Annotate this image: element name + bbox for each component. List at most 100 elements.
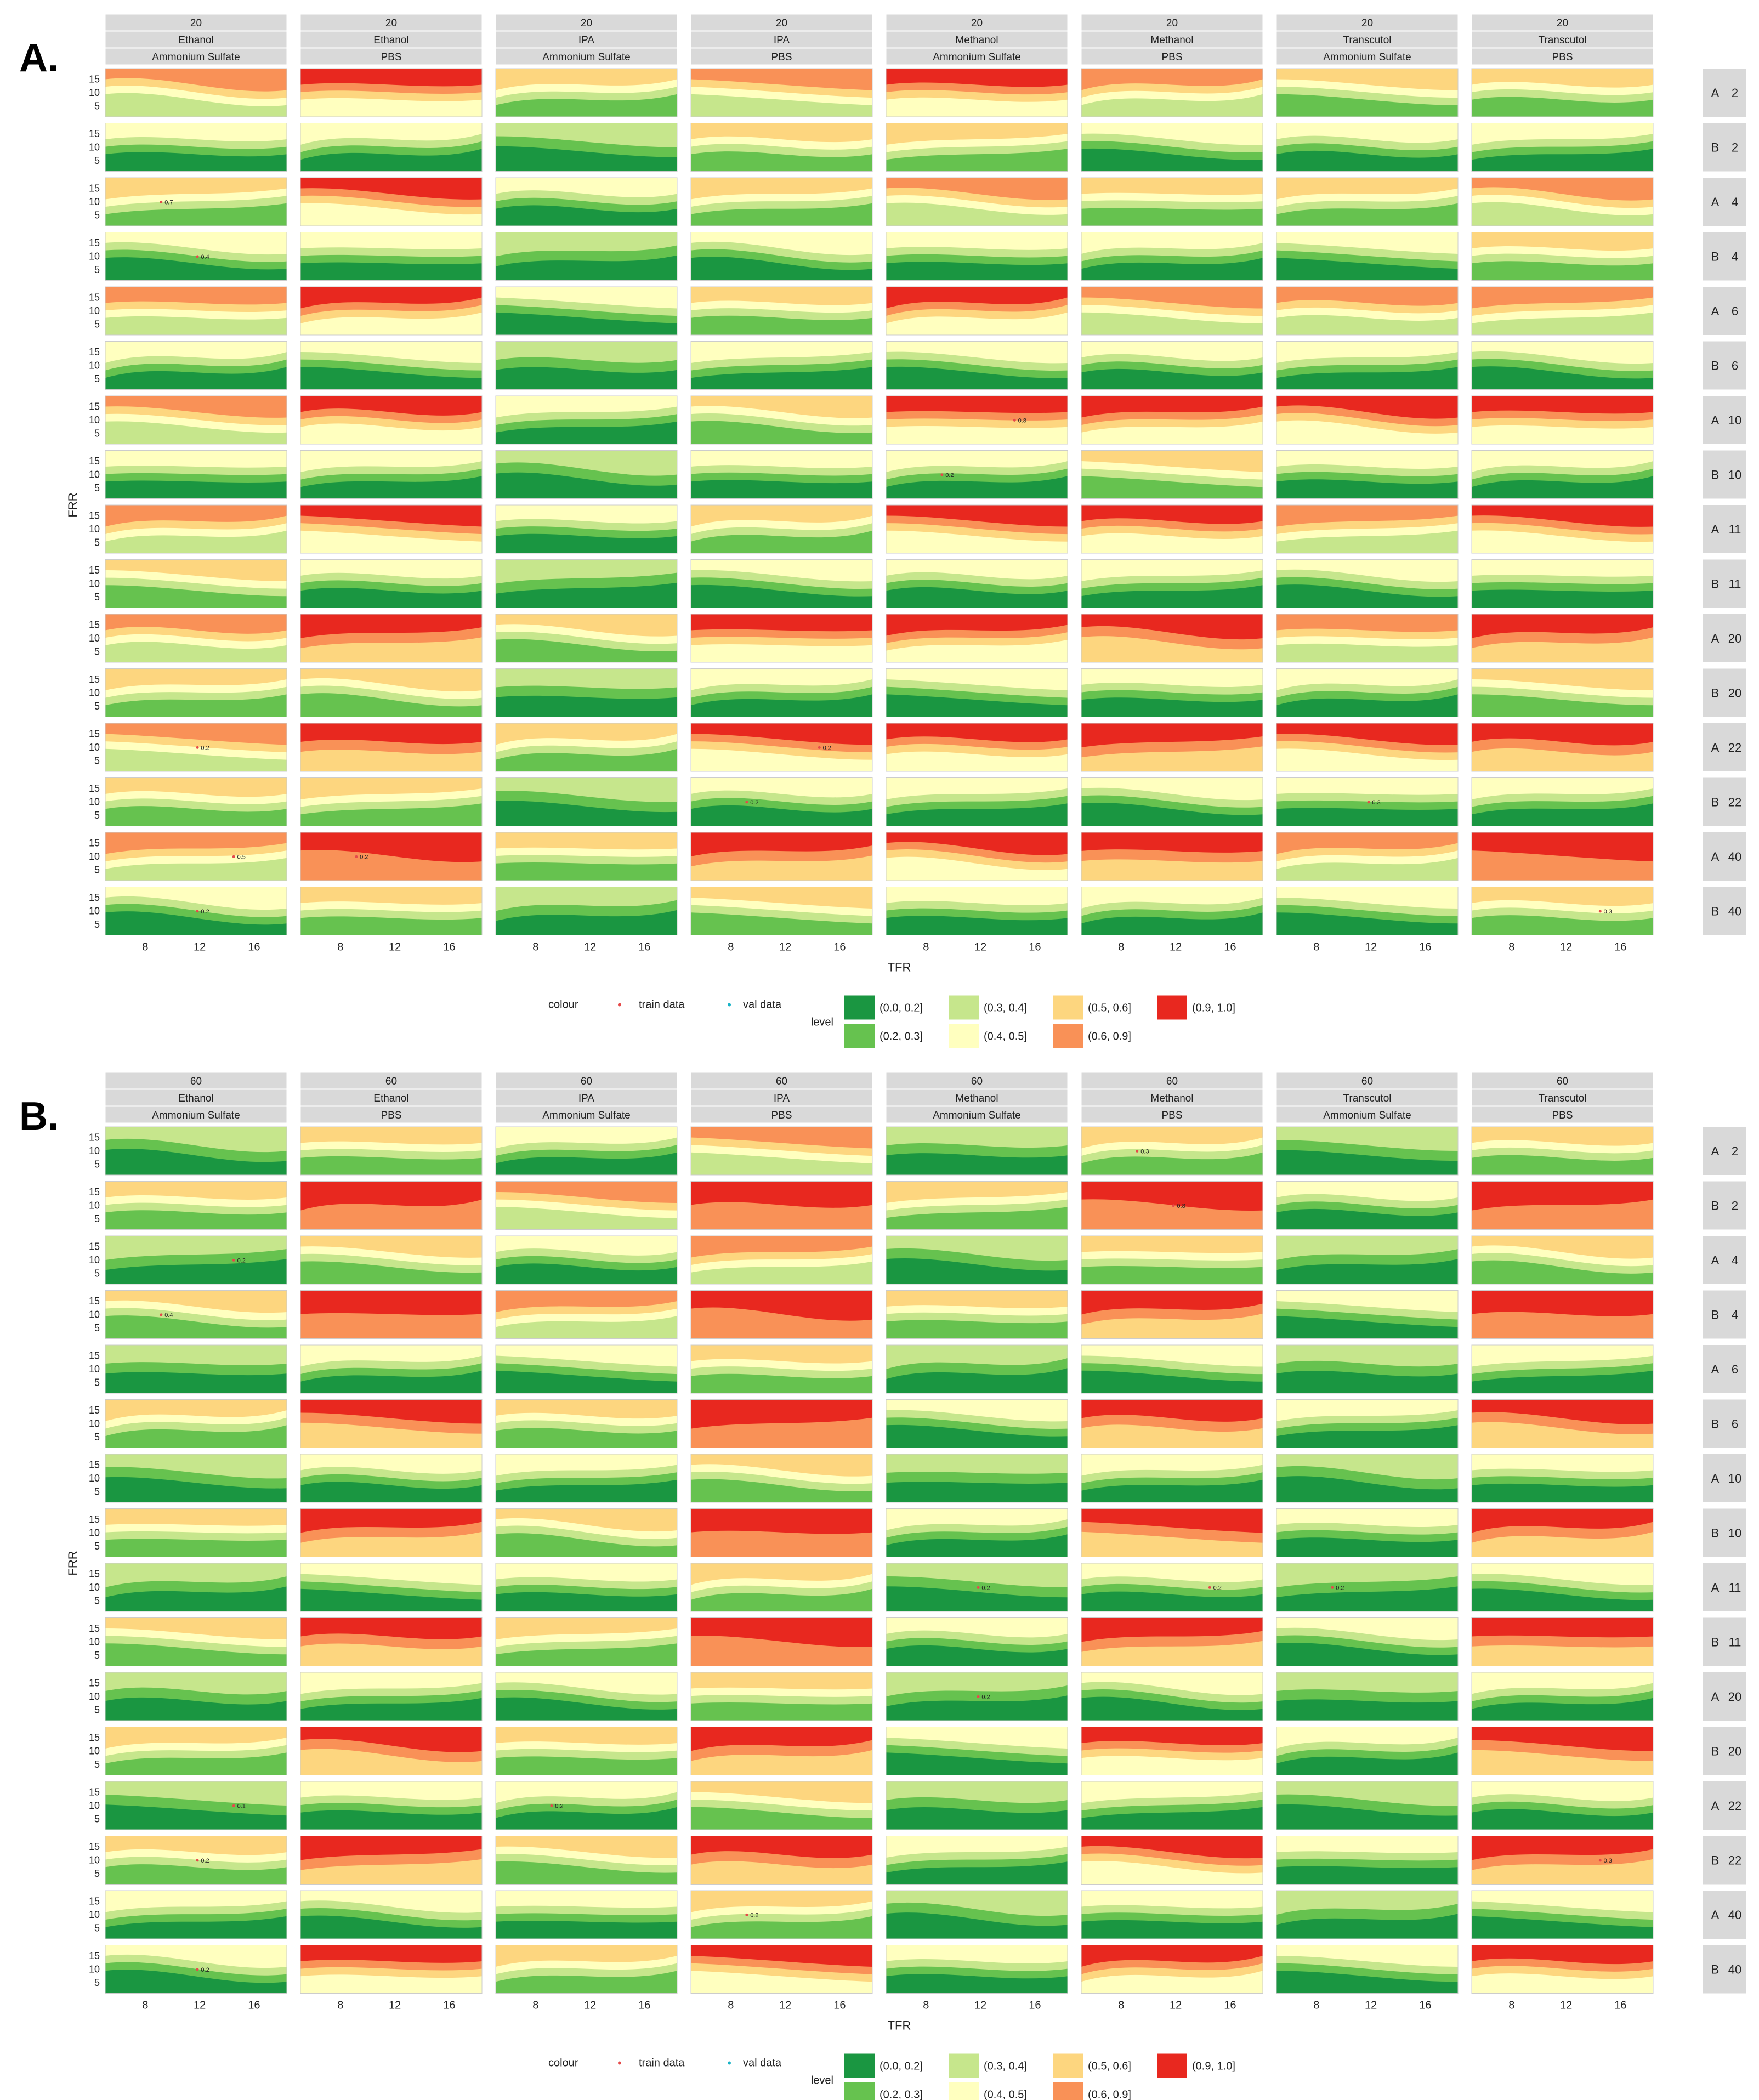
contour-band [105, 1259, 287, 1284]
panel-border [495, 450, 678, 499]
x-tick-label: 16 [1614, 941, 1626, 953]
y-tick-label: 5 [94, 1432, 100, 1443]
row-strip-group: B [1711, 796, 1720, 809]
column-strip-label: Ammonium Sulfate [152, 1110, 240, 1121]
contour-panel [690, 1836, 873, 1885]
contour-band [691, 1202, 872, 1230]
x-tick-label: 12 [584, 941, 596, 953]
y-tick-label: 5 [94, 1377, 100, 1388]
contour-level-label: 0.4 [201, 254, 209, 260]
contour-band [691, 94, 872, 117]
y-tick-label: 15 [89, 1405, 100, 1416]
contour-panel [886, 177, 1068, 226]
row-strip-group: A [1711, 850, 1720, 864]
x-tick-label: 8 [923, 2000, 929, 2012]
panel-border [1471, 1781, 1654, 1830]
contour-band [1081, 746, 1263, 771]
contour-band [691, 1530, 872, 1557]
column-strip-bg [495, 31, 678, 48]
column-strip-label: Transcutol [1539, 1093, 1587, 1104]
column-strip-label: Ethanol [178, 35, 213, 46]
contour-band [1081, 1424, 1263, 1448]
contour-band [886, 639, 1068, 662]
contour-band [300, 1698, 482, 1721]
column-strip-label: PBS [1552, 52, 1573, 63]
row-strip-group: A [1711, 86, 1720, 100]
contour-band [300, 1588, 482, 1611]
row-strip-bg [1703, 832, 1746, 881]
column-strip-bg [1276, 1072, 1459, 1089]
contour-panel [1471, 1617, 1654, 1666]
panel-border [886, 887, 1068, 935]
panel-border [1081, 395, 1263, 445]
panel-border [886, 395, 1068, 445]
contour-panel [300, 1181, 483, 1230]
panel-border [886, 1836, 1068, 1885]
contour-panel [1081, 723, 1263, 772]
x-tick-label: 12 [1170, 2000, 1182, 2012]
contour-panel [1471, 232, 1654, 281]
contour-band [300, 1261, 482, 1284]
contour-band [496, 910, 677, 935]
contour-band [886, 751, 1068, 771]
panel-border [1471, 1617, 1654, 1666]
contour-band [105, 1210, 287, 1230]
contour-panel [1081, 504, 1263, 554]
train-point [196, 746, 199, 749]
contour-panel [495, 559, 678, 608]
row-strip-group: B [1711, 1308, 1720, 1322]
x-tick-label: 16 [443, 941, 455, 953]
column-strip-label: PBS [381, 52, 401, 63]
contour-panel [1471, 504, 1654, 554]
contour-panel [1276, 1290, 1459, 1339]
contour-band [496, 582, 677, 608]
contour-panel [690, 177, 873, 226]
row-strip-bg [1703, 69, 1746, 117]
column-strip-bg [105, 31, 287, 48]
contour-band [300, 1482, 482, 1502]
contour-band [691, 855, 872, 881]
row-strip-group: A [1711, 1690, 1720, 1704]
column-strip-label: 20 [1166, 18, 1178, 29]
column-strip-label: Transcutol [1539, 35, 1587, 46]
contour-level-label: 0.2 [1336, 1585, 1344, 1591]
row-strip-bg [1703, 450, 1746, 499]
column-strip-bg [1081, 1089, 1263, 1106]
panel-border [495, 1890, 678, 1939]
row-strip-bg [1703, 396, 1746, 444]
panel-border [1276, 1945, 1459, 1994]
row-strip-group: A [1711, 1581, 1720, 1594]
y-tick-label: 5 [94, 1323, 100, 1333]
contour-band [1081, 258, 1263, 281]
contour-band [1276, 203, 1458, 226]
legend-val-label: val data [743, 999, 782, 1011]
panel-border [886, 777, 1068, 826]
column-strip-bg [1276, 1089, 1459, 1106]
contour-band [496, 1643, 677, 1666]
contour-band [496, 1921, 677, 1939]
panel-border [690, 1344, 873, 1394]
contour-band [105, 1539, 287, 1557]
row-strip-group: B [1711, 1745, 1720, 1758]
column-strip-label: 20 [581, 18, 592, 29]
y-tick-label: 15 [89, 783, 100, 794]
column-strip-bg [1471, 1106, 1654, 1123]
panel-border [1276, 1235, 1459, 1285]
contour-panel [690, 1181, 873, 1230]
contour-panel [1081, 777, 1263, 826]
contour-panel [105, 777, 287, 826]
contour-panel [1471, 123, 1654, 172]
panel-border [300, 1727, 483, 1775]
contour-panel [495, 1672, 678, 1721]
contour-level-label: 0.2 [201, 1967, 209, 1973]
contour-panel [1471, 286, 1654, 336]
contour-level-label: 0.2 [555, 1803, 563, 1809]
row-strip-group: B [1711, 1636, 1720, 1649]
contour-band [300, 1810, 482, 1830]
column-strip-bg [1276, 31, 1459, 48]
contour-panel [1276, 559, 1459, 608]
contour-band [300, 1974, 482, 1994]
contour-panel [886, 1235, 1068, 1285]
contour-band [105, 1970, 287, 1994]
legend-train-label: train data [639, 2057, 685, 2069]
